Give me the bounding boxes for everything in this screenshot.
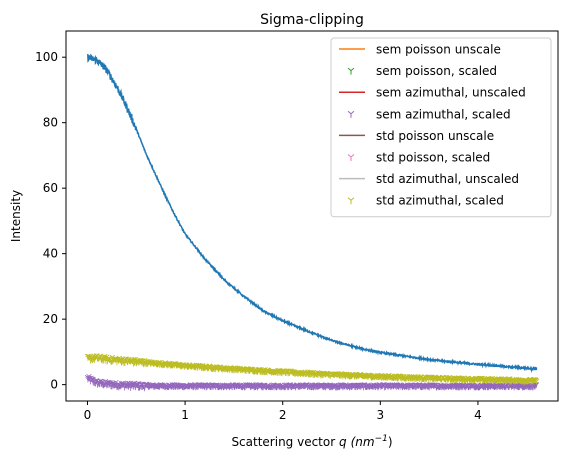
legend-marker-sem-poisson-scaled [347,67,355,75]
y-tick-label: 80 [43,116,58,130]
legend: sem poisson unscale sem poisson, scaled se… [330,37,552,218]
y-tick-label: 0 [50,378,58,392]
legend-marker-std-azimuthal-scaled [347,197,355,205]
x-axis-label-prefix: Scattering vector [231,435,339,449]
x-axis-label-exponent: −1 [375,434,388,444]
y-tick-label: 60 [43,181,58,195]
legend-marker-sem-azimuthal-scaled [347,110,355,118]
y-tick-label: 100 [35,50,58,64]
legend-label-std-azimuthal-scaled: std azimuthal, scaled [376,194,504,208]
x-axis-label-variable: q [339,435,347,449]
x-axis-label: Scattering vector q (nm−1) [231,434,392,449]
legend-box [330,37,552,218]
x-tick-label: 1 [181,408,189,422]
legend-label-sem-poisson-scaled: sem poisson, scaled [376,64,497,78]
x-axis-label-unit: (nm [351,435,375,449]
legend-label-std-poisson-scaled: std poisson, scaled [376,151,490,165]
std-azimuthal-scaled-markers [84,353,540,385]
std-azimuthal-scaled-point [533,379,540,385]
intensity-curve [86,53,538,374]
sem-azimuthal-scaled-markers [84,373,540,392]
legend-label-sem-poisson-unscale: sem poisson unscale [376,43,501,57]
x-axis-label-close: ) [388,435,393,449]
x-tick-label: 4 [474,408,482,422]
legend-label-sem-azimuthal-scaled: sem azimuthal, scaled [376,107,511,121]
legend-label-sem-azimuthal-unscaled: sem azimuthal, unscaled [376,86,526,100]
x-tick-label: 0 [84,408,92,422]
legend-marker-std-poisson-scaled [347,154,355,161]
legend-label-std-poisson-unscale: std poisson unscale [376,129,494,143]
y-axis-label: Intensity [9,190,23,242]
x-tick-label: 2 [279,408,287,422]
chart-title: Sigma-clipping [260,12,364,28]
legend-label-std-azimuthal-unscaled: std azimuthal, unscaled [376,172,519,186]
x-tick-label: 3 [377,408,385,422]
y-tick-label: 20 [43,312,58,326]
plot-frame [65,30,559,402]
y-tick-label: 40 [43,247,58,261]
